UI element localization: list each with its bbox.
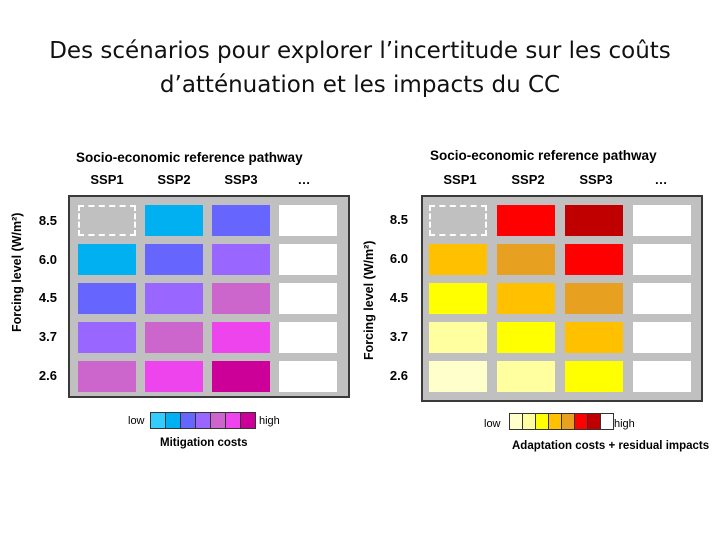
right-cell-4-5-4 <box>633 283 691 314</box>
right-grid <box>421 195 703 402</box>
left-cell-4-5-2 <box>145 283 203 314</box>
right-legend-swatch-6 <box>574 413 588 430</box>
left-cell-3-7-2 <box>145 322 203 353</box>
right-cell-2-6-3 <box>565 361 623 392</box>
right-legend-low: low <box>484 418 501 430</box>
left-legend-low: low <box>128 415 145 427</box>
left-col-ssp3: SSP3 <box>224 172 258 187</box>
right-legend-high: high <box>614 418 635 430</box>
right-col-ssp1: SSP1 <box>443 172 477 187</box>
left-cell-2-6-2 <box>145 361 203 392</box>
right-row-6-0: 6.0 <box>389 251 408 266</box>
right-legend-swatch-4 <box>548 413 562 430</box>
right-row-4-5: 4.5 <box>389 290 408 305</box>
right-cell-6-0-4 <box>633 244 691 275</box>
right-row-2-6: 2.6 <box>389 368 408 383</box>
left-cell-6-0-2 <box>145 244 203 275</box>
left-col-ssp1: SSP1 <box>90 172 124 187</box>
right-legend-swatch-1 <box>509 413 523 430</box>
right-cell-2-6-4 <box>633 361 691 392</box>
right-cell-3-7-2 <box>497 322 555 353</box>
left-cell-3-7-3 <box>212 322 270 353</box>
left-col-more: … <box>297 172 311 187</box>
right-cell-3-7-4 <box>633 322 691 353</box>
left-legend-swatch-7 <box>240 412 256 429</box>
right-col-ssp2: SSP2 <box>511 172 545 187</box>
left-row-6-0: 6.0 <box>38 252 57 267</box>
left-row-3-7: 3.7 <box>38 329 57 344</box>
right-cell-2-6-1 <box>429 361 487 392</box>
right-cell-3-7-1 <box>429 322 487 353</box>
left-row-8-5: 8.5 <box>38 213 57 228</box>
left-legend-swatch-6 <box>225 412 241 429</box>
left-legend: low high Mitigation costs <box>128 412 328 462</box>
right-cell-8-5-3 <box>565 205 623 236</box>
slide-title: Des scénarios pour explorer l’incertitud… <box>0 34 720 102</box>
right-cell-8-5-1 <box>429 205 487 236</box>
right-cell-4-5-3 <box>565 283 623 314</box>
right-y-axis-label: Forcing level (W/m²) <box>362 240 376 360</box>
left-cell-4-5-1 <box>78 283 136 314</box>
right-row-3-7: 3.7 <box>389 329 408 344</box>
left-legend-caption: Mitigation costs <box>160 437 248 449</box>
left-legend-swatch-4 <box>195 412 211 429</box>
left-legend-swatch-1 <box>150 412 166 429</box>
right-legend-swatch-8 <box>600 413 614 430</box>
left-col-ssp2: SSP2 <box>157 172 191 187</box>
left-cell-3-7-1 <box>78 322 136 353</box>
left-cell-2-6-4 <box>279 361 337 392</box>
left-cell-6-0-4 <box>279 244 337 275</box>
left-legend-high: high <box>259 415 280 427</box>
right-legend-caption: Adaptation costs + residual impacts <box>512 440 710 452</box>
left-y-axis-label: Forcing level (W/m²) <box>10 212 24 332</box>
right-cell-6-0-2 <box>497 244 555 275</box>
left-cell-6-0-1 <box>78 244 136 275</box>
left-cell-2-6-3 <box>212 361 270 392</box>
left-cell-8-5-4 <box>279 205 337 236</box>
right-legend-swatch-3 <box>535 413 549 430</box>
left-cell-4-5-3 <box>212 283 270 314</box>
right-legend-swatch-7 <box>587 413 601 430</box>
left-grid <box>68 195 350 398</box>
left-cell-3-7-4 <box>279 322 337 353</box>
right-legend: low high Adaptation costs + residual imp… <box>482 413 712 463</box>
left-legend-swatch-5 <box>210 412 226 429</box>
left-cell-2-6-1 <box>78 361 136 392</box>
right-legend-swatch-2 <box>522 413 536 430</box>
right-cell-8-5-4 <box>633 205 691 236</box>
left-legend-swatch-3 <box>180 412 196 429</box>
right-header: Socio-economic reference pathway <box>430 148 657 163</box>
title-line-1: Des scénarios pour explorer l’incertitud… <box>49 38 671 64</box>
right-cell-2-6-2 <box>497 361 555 392</box>
right-cell-6-0-3 <box>565 244 623 275</box>
left-cell-6-0-3 <box>212 244 270 275</box>
left-row-4-5: 4.5 <box>38 290 57 305</box>
right-cell-4-5-1 <box>429 283 487 314</box>
left-cell-8-5-2 <box>145 205 203 236</box>
right-cell-3-7-3 <box>565 322 623 353</box>
left-cell-8-5-1 <box>78 205 136 236</box>
right-row-8-5: 8.5 <box>389 212 408 227</box>
left-cell-4-5-4 <box>279 283 337 314</box>
right-legend-swatch-5 <box>561 413 575 430</box>
right-col-ssp3: SSP3 <box>579 172 613 187</box>
title-line-2: d’atténuation et les impacts du CC <box>159 72 561 98</box>
right-cell-6-0-1 <box>429 244 487 275</box>
right-col-more: … <box>654 172 668 187</box>
left-legend-swatch-2 <box>165 412 181 429</box>
right-cell-8-5-2 <box>497 205 555 236</box>
right-cell-4-5-2 <box>497 283 555 314</box>
left-cell-8-5-3 <box>212 205 270 236</box>
left-header: Socio-economic reference pathway <box>76 150 303 165</box>
left-row-2-6: 2.6 <box>38 368 57 383</box>
